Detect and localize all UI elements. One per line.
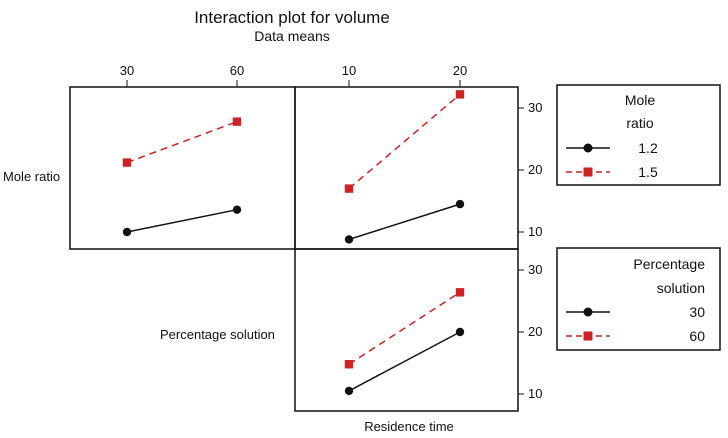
legend-marker-60 xyxy=(583,331,593,341)
row-label-mole-ratio: Mole ratio xyxy=(3,169,60,184)
data-point-percentage-by-residence-60-20 xyxy=(455,288,465,297)
y-tick-label: 20 xyxy=(528,324,542,339)
y-tick-label: 20 xyxy=(528,162,542,177)
right-ticks xyxy=(518,107,524,395)
data-point-percentage-by-residence-30-20 xyxy=(455,327,465,337)
series-line-moleratio-by-percentage-1.5 xyxy=(126,120,238,164)
legend-title: solution xyxy=(657,280,705,296)
top-tick-label: 20 xyxy=(453,63,467,78)
row-label-percentage-solution: Percentage solution xyxy=(160,327,275,342)
legend-title: ratio xyxy=(626,115,653,131)
data-point-moleratio-by-percentage-1.5-60 xyxy=(232,117,242,126)
series-line-moleratio-by-residence-1.5 xyxy=(348,93,461,190)
legend-marker-1-5 xyxy=(583,167,593,177)
panel-frame-3 xyxy=(294,248,519,412)
legend-marker-30 xyxy=(583,307,593,317)
y-tick-label: 10 xyxy=(528,386,542,401)
top-tick-label: 10 xyxy=(342,63,356,78)
data-point-moleratio-by-percentage-1.2-60 xyxy=(232,205,242,214)
series-line-moleratio-by-percentage-1.2 xyxy=(126,208,238,233)
legend-entry: 1.5 xyxy=(638,164,658,180)
data-point-moleratio-by-percentage-1.5-30 xyxy=(122,158,132,167)
legend-entry: 30 xyxy=(689,304,705,320)
data-point-moleratio-by-percentage-1.2-30 xyxy=(122,227,132,237)
legend-title: Mole xyxy=(625,92,656,108)
data-point-moleratio-by-residence-1.2-20 xyxy=(455,199,465,209)
legend-entry: 1.2 xyxy=(638,140,658,156)
y-tick-label: 30 xyxy=(528,262,542,277)
panel-frame-1 xyxy=(69,86,296,250)
legend-box-mole-ratio xyxy=(556,84,721,186)
series-line-moleratio-by-residence-1.2 xyxy=(348,203,461,241)
legend-title: Percentage xyxy=(633,256,705,272)
series-line-percentage-by-residence-60 xyxy=(348,291,461,365)
top-ticks xyxy=(126,80,461,87)
panel-frame-2 xyxy=(294,86,519,250)
data-point-percentage-by-residence-60-10 xyxy=(344,360,354,369)
y-tick-label: 10 xyxy=(528,224,542,239)
data-point-moleratio-by-residence-1.5-10 xyxy=(344,184,354,193)
chart-title: Interaction plot for volume xyxy=(194,8,390,27)
data-point-moleratio-by-residence-1.2-10 xyxy=(344,235,354,244)
top-tick-label: 60 xyxy=(230,63,244,78)
series-line-percentage-by-residence-30 xyxy=(348,331,461,392)
y-tick-label: 30 xyxy=(528,100,542,115)
top-tick-label: 30 xyxy=(120,63,134,78)
chart-marks xyxy=(122,90,465,396)
chart-subtitle: Data means xyxy=(254,28,329,44)
data-point-moleratio-by-residence-1.5-20 xyxy=(455,90,465,99)
data-point-percentage-by-residence-30-10 xyxy=(344,386,354,396)
legend-marker-1-2 xyxy=(583,143,593,153)
legend-entry: 60 xyxy=(689,328,705,344)
x-axis-label: Residence time xyxy=(364,419,454,434)
